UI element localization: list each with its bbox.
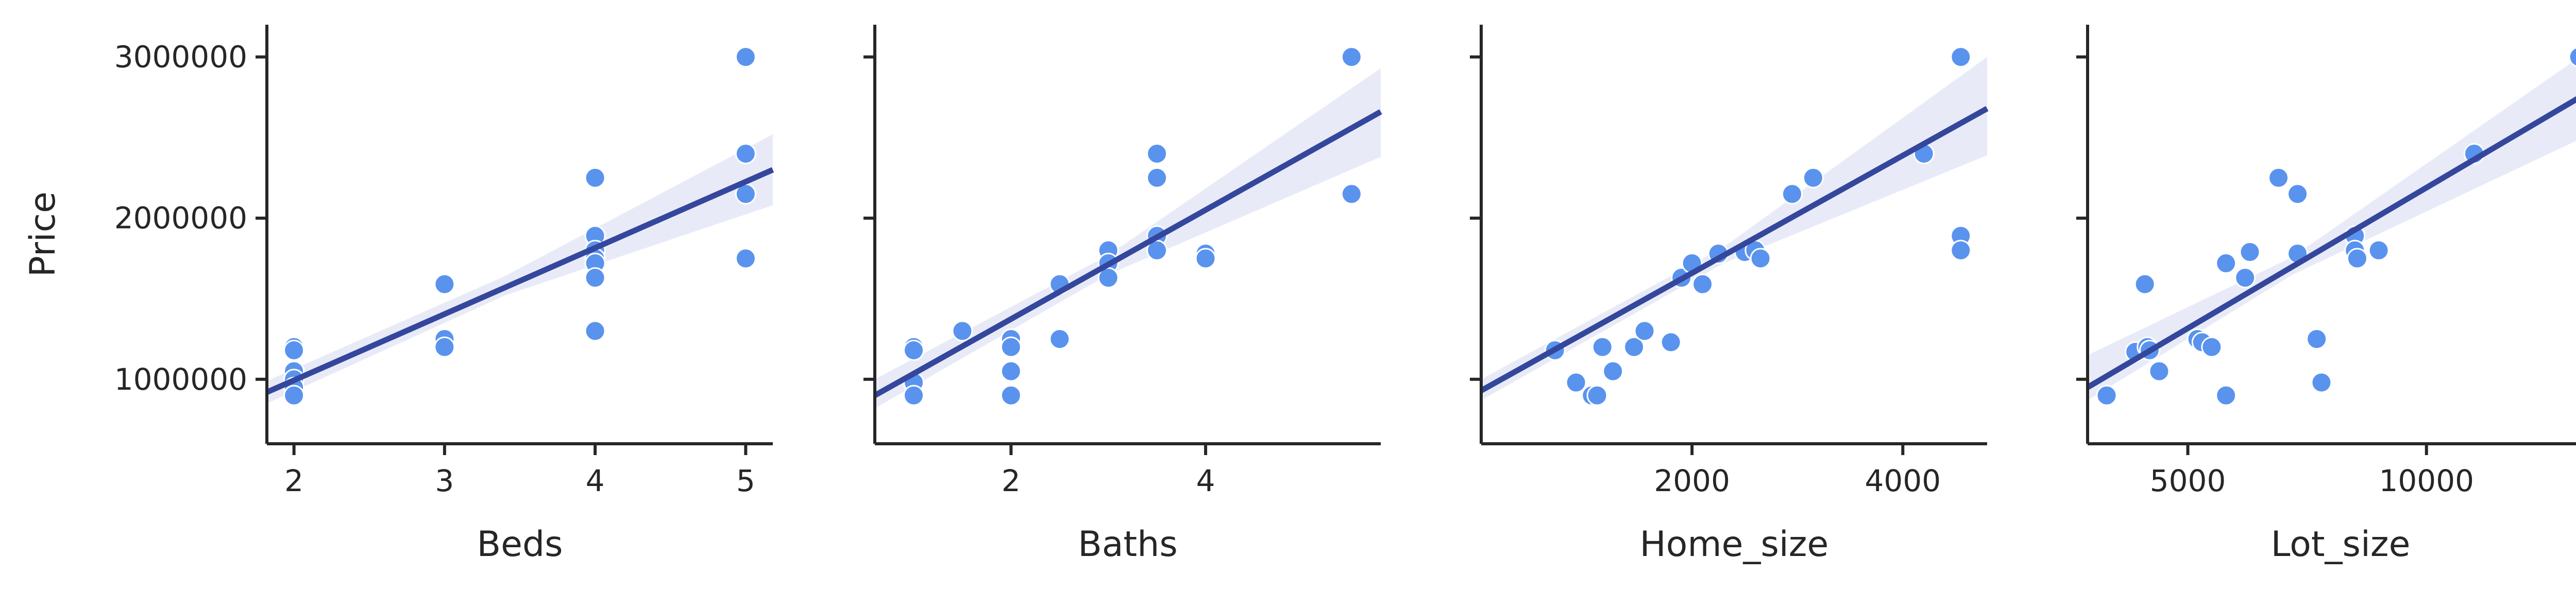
data-point xyxy=(2201,336,2223,358)
data-point xyxy=(283,339,305,361)
data-point xyxy=(1750,248,1771,269)
data-point xyxy=(2148,360,2170,382)
data-point xyxy=(1565,372,1587,393)
data-point xyxy=(952,320,973,342)
x-tick-label: 5 xyxy=(736,463,755,498)
data-point xyxy=(2134,273,2156,295)
confidence-band xyxy=(875,68,1381,409)
data-point xyxy=(1591,336,1613,358)
data-point xyxy=(2368,239,2389,261)
data-point xyxy=(2306,328,2328,350)
data-point xyxy=(1146,167,1168,188)
data-point xyxy=(1146,143,1168,164)
data-point xyxy=(1602,360,1624,382)
data-point xyxy=(2268,167,2290,188)
data-point xyxy=(735,46,756,68)
data-point xyxy=(1341,46,1362,68)
confidence-band xyxy=(1481,57,1987,401)
data-point xyxy=(735,143,756,164)
data-point xyxy=(2346,248,2368,269)
x-tick-label: 10000 xyxy=(2379,463,2474,498)
subplot-1: 2 3 4 5 1000000 2000000 3000000 Beds Price xyxy=(23,25,774,565)
data-point xyxy=(2096,385,2117,406)
data-point xyxy=(1660,332,1682,353)
data-point xyxy=(2234,267,2256,289)
x-tick-label: 5000 xyxy=(2150,463,2226,498)
data-point xyxy=(1049,328,1071,350)
data-point xyxy=(2311,372,2332,393)
x-tick-label: 4 xyxy=(1196,463,1215,498)
y-tick-label: 3000000 xyxy=(114,40,247,75)
data-point xyxy=(1692,273,1714,295)
data-point xyxy=(2568,47,2576,67)
regression-line xyxy=(1480,106,1989,393)
y-tick-label: 1000000 xyxy=(114,362,247,397)
data-point xyxy=(1146,239,1168,261)
regression-line xyxy=(873,109,1382,398)
data-point xyxy=(2239,241,2261,263)
data-point xyxy=(584,320,606,342)
regression-line xyxy=(265,167,774,395)
x-axis-label: Home_size xyxy=(1640,524,1829,565)
x-axis-label: Baths xyxy=(1078,524,1178,565)
x-tick-label: 2000 xyxy=(1654,463,1730,498)
data-point xyxy=(903,385,925,406)
data-point xyxy=(2215,252,2237,274)
subplot-4: 5000 10000 Lot_size xyxy=(2076,25,2576,565)
x-axis-label: Lot_size xyxy=(2271,524,2411,565)
subplot-3: 2000 4000 Home_size xyxy=(1470,25,1989,565)
data-point xyxy=(1950,46,1972,68)
data-point xyxy=(434,273,455,295)
subplot-2: 2 4 Baths xyxy=(863,25,1382,565)
data-point xyxy=(1586,385,1608,406)
x-tick-label: 4 xyxy=(586,463,605,498)
data-point xyxy=(735,248,756,269)
data-point xyxy=(1000,336,1022,358)
data-point xyxy=(1950,239,1972,261)
x-tick-label: 2 xyxy=(1002,463,1021,498)
confidence-band xyxy=(267,134,773,404)
data-point xyxy=(1000,385,1022,406)
data-point xyxy=(584,267,606,289)
data-point xyxy=(1097,267,1119,289)
data-point xyxy=(1341,183,1362,205)
data-point xyxy=(1802,167,1824,188)
regression-line xyxy=(2086,96,2576,390)
data-point xyxy=(584,167,606,188)
x-axis-label: Beds xyxy=(477,524,563,565)
data-point xyxy=(2215,385,2237,406)
data-point xyxy=(283,385,305,406)
x-tick-label: 3 xyxy=(435,463,454,498)
y-axis-label: Price xyxy=(23,192,63,277)
data-point xyxy=(1623,336,1645,358)
data-point xyxy=(1000,360,1022,382)
data-point xyxy=(2287,183,2309,205)
data-point xyxy=(903,339,925,361)
data-point xyxy=(434,336,455,358)
x-tick-label: 4000 xyxy=(1865,463,1941,498)
x-tick-label: 2 xyxy=(284,463,303,498)
data-point xyxy=(1195,248,1216,269)
data-point xyxy=(1782,183,1803,205)
data-point xyxy=(1634,320,1655,342)
y-tick-label: 2000000 xyxy=(114,201,247,236)
